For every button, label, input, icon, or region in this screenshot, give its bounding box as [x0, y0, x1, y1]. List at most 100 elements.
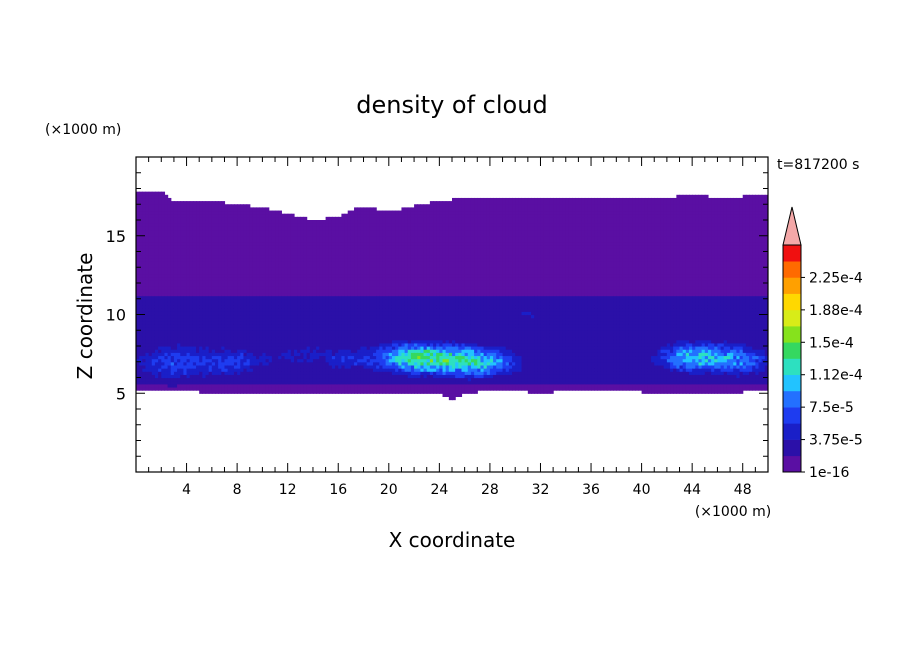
density-cell — [347, 251, 352, 256]
density-cell — [177, 377, 181, 382]
density-cell — [328, 251, 333, 256]
density-cell — [183, 339, 188, 344]
density-cell — [164, 216, 169, 221]
density-cell — [344, 377, 349, 382]
density-cell — [357, 339, 361, 344]
density-cell — [211, 314, 216, 319]
density-cell — [284, 377, 289, 382]
density-cell — [211, 279, 216, 284]
density-cell — [218, 245, 222, 249]
density-cell — [221, 339, 226, 344]
density-cell — [246, 292, 251, 297]
density-cell — [237, 210, 241, 215]
density-cell — [237, 254, 241, 259]
density-cell — [338, 368, 342, 372]
density-cell — [354, 276, 358, 281]
density-cell — [376, 346, 380, 350]
density-cell — [278, 279, 282, 284]
density-cell — [271, 352, 276, 357]
density-cell — [376, 232, 380, 237]
density-cell — [211, 283, 216, 287]
density-cell — [170, 210, 175, 215]
density-cell — [215, 276, 219, 281]
density-cell — [341, 390, 346, 394]
density-cell — [139, 342, 143, 347]
density-cell — [395, 364, 399, 369]
density-cell — [227, 295, 232, 300]
density-cell — [268, 229, 273, 234]
density-cell — [151, 346, 156, 350]
density-cell — [316, 298, 320, 303]
density-cell — [373, 383, 377, 388]
density-cell — [284, 273, 289, 278]
density-cell — [319, 273, 324, 278]
density-cell — [196, 204, 200, 208]
density-cell — [385, 368, 390, 372]
density-cell — [268, 364, 273, 369]
density-cell — [360, 380, 365, 385]
density-cell — [331, 283, 336, 287]
density-cell — [300, 305, 305, 309]
density-cell — [224, 283, 229, 287]
density-cell — [335, 226, 339, 231]
density-cell — [385, 248, 390, 253]
density-cell — [224, 355, 229, 360]
density-cell — [177, 289, 181, 294]
density-cell — [347, 238, 352, 243]
density-cell — [224, 295, 229, 300]
density-cell — [322, 305, 327, 309]
density-cell — [382, 267, 387, 271]
density-cell — [354, 358, 358, 363]
density-cell — [268, 349, 273, 353]
density-cell — [309, 383, 314, 388]
density-cell — [357, 320, 361, 325]
density-cell — [139, 220, 143, 224]
density-cell — [186, 298, 191, 303]
density-cell — [281, 352, 286, 357]
density-cell — [256, 298, 260, 303]
density-cell — [398, 301, 403, 306]
density-cell — [350, 254, 355, 259]
density-cell — [211, 201, 216, 205]
density-cell — [221, 223, 226, 227]
density-cell — [309, 286, 314, 290]
density-cell — [145, 257, 150, 262]
density-cell — [227, 386, 232, 391]
density-cell — [164, 283, 169, 287]
density-cell — [183, 361, 188, 366]
density-cell — [240, 386, 245, 391]
density-cell — [180, 223, 184, 227]
density-cell — [328, 361, 333, 366]
density-cell — [294, 314, 298, 319]
density-cell — [268, 311, 273, 316]
density-cell — [385, 289, 390, 294]
density-cell — [161, 368, 166, 372]
density-cell — [237, 276, 241, 281]
density-cell — [259, 386, 263, 391]
density-cell — [205, 374, 210, 379]
density-cell — [331, 320, 336, 325]
density-cell — [278, 364, 282, 369]
density-cell — [287, 216, 292, 221]
density-cell — [297, 220, 301, 224]
density-cell — [173, 339, 178, 344]
density-cell — [322, 260, 327, 265]
density-cell — [237, 374, 241, 379]
density-cell — [312, 323, 317, 328]
density-cell — [373, 235, 377, 240]
density-cell — [240, 229, 245, 234]
density-cell — [271, 301, 276, 306]
density-cell — [136, 242, 140, 246]
density-cell — [341, 270, 346, 275]
density-cell — [306, 358, 311, 363]
density-cell — [271, 251, 276, 256]
density-cell — [363, 292, 368, 297]
density-cell — [256, 323, 260, 328]
density-cell — [265, 223, 270, 227]
density-cell — [287, 305, 292, 309]
density-cell — [325, 374, 330, 379]
density-cell — [388, 368, 393, 372]
density-cell — [189, 301, 194, 306]
density-cell — [369, 283, 374, 287]
density-cell — [297, 358, 301, 363]
